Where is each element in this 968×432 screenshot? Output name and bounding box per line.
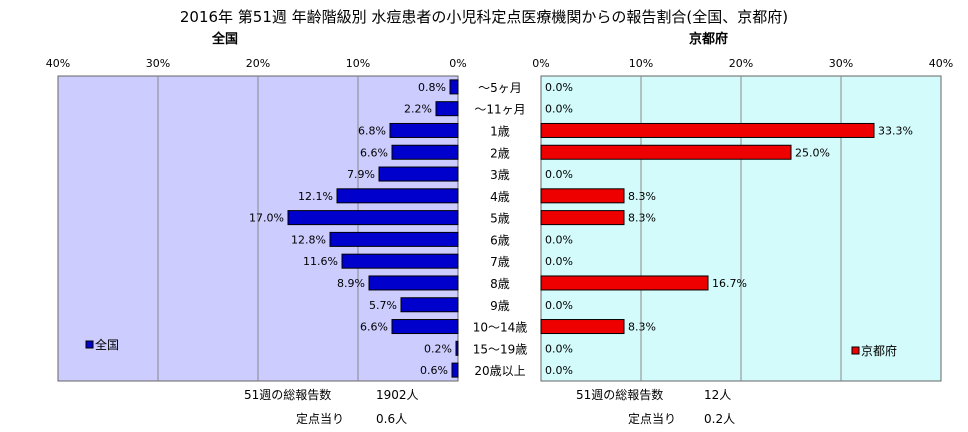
zenkoku-bar — [341, 253, 459, 269]
left-x-tick-label: 0% — [449, 57, 466, 70]
category-label: 10～14歳 — [473, 321, 528, 335]
zenkoku-data-label: 0.8% — [418, 81, 446, 94]
kyoto-data-label: 8.3% — [628, 321, 656, 334]
zenkoku-bar — [455, 340, 459, 356]
right-x-tick-label: 40% — [929, 57, 953, 70]
kyoto-bar — [540, 144, 792, 160]
left-x-tick-label: 40% — [46, 57, 70, 70]
kyoto-data-label: 0.0% — [545, 233, 573, 246]
kyoto-data-label: 8.3% — [628, 212, 656, 225]
kyoto-data-label: 8.3% — [628, 190, 656, 203]
left-x-tick-label: 30% — [146, 57, 170, 70]
category-label: 15～19歳 — [473, 342, 528, 356]
zenkoku-bar — [391, 144, 459, 160]
left-total-value: 1902人 — [376, 388, 419, 402]
right-x-tick-label: 20% — [729, 57, 753, 70]
kyoto-bar — [540, 210, 625, 226]
left-per-value: 0.6人 — [376, 412, 408, 426]
kyoto-bar — [540, 188, 625, 204]
zenkoku-data-label: 6.8% — [358, 124, 386, 137]
kyoto-data-label: 0.0% — [545, 299, 573, 312]
kyoto-data-label: 0.0% — [545, 103, 573, 116]
kyoto-bar — [540, 319, 625, 335]
right-x-tick-label: 30% — [829, 57, 853, 70]
left-total-label: 51週の総報告数 — [244, 388, 332, 402]
category-label: ～11ヶ月 — [474, 103, 525, 117]
kyoto-data-label: 25.0% — [795, 146, 830, 159]
left-x-tick-label: 10% — [346, 57, 370, 70]
zenkoku-data-label: 0.6% — [420, 364, 448, 377]
zenkoku-data-label: 7.9% — [347, 168, 375, 181]
zenkoku-data-label: 6.6% — [360, 146, 388, 159]
zenkoku-bar — [287, 210, 459, 226]
zenkoku-data-label: 11.6% — [303, 255, 338, 268]
right-per-value: 0.2人 — [704, 412, 736, 426]
left-panel-title: 全国 — [212, 32, 239, 47]
kyoto-bar — [540, 122, 875, 138]
zenkoku-bar — [391, 319, 459, 335]
left-per-label: 定点当り — [296, 412, 345, 426]
zenkoku-bar — [336, 188, 459, 204]
zenkoku-legend-label: 全国 — [95, 337, 119, 352]
right-total-value: 12人 — [704, 388, 732, 402]
kyoto-data-label: 0.0% — [545, 342, 573, 355]
category-label: 2歳 — [490, 146, 510, 160]
kyoto-data-label: 33.3% — [878, 124, 913, 137]
zenkoku-bar — [435, 101, 459, 117]
zenkoku-bar — [378, 166, 459, 182]
zenkoku-data-label: 0.2% — [424, 342, 452, 355]
category-label: 1歳 — [490, 124, 510, 138]
right-x-tick-label: 0% — [532, 57, 549, 70]
category-label: 7歳 — [490, 255, 510, 269]
zenkoku-data-label: 2.2% — [404, 103, 432, 116]
left-x-tick-label: 20% — [246, 57, 270, 70]
category-label: 3歳 — [490, 168, 510, 182]
category-label: ～5ヶ月 — [478, 81, 522, 95]
zenkoku-data-label: 12.1% — [298, 190, 333, 203]
category-label: 5歳 — [490, 212, 510, 226]
right-x-tick-label: 10% — [629, 57, 653, 70]
zenkoku-bar — [449, 79, 459, 95]
kyoto-data-label: 0.0% — [545, 364, 573, 377]
right-panel-title: 京都府 — [689, 32, 729, 47]
zenkoku-bar — [400, 297, 459, 313]
zenkoku-data-label: 8.9% — [337, 277, 365, 290]
kyoto-data-label: 0.0% — [545, 81, 573, 94]
zenkoku-data-label: 6.6% — [360, 321, 388, 334]
kyoto-data-label: 16.7% — [712, 277, 747, 290]
chart-title: 2016年 第51週 年齢階級別 水痘患者の小児科定点医療機関からの報告割合(全… — [179, 8, 789, 26]
zenkoku-bar — [368, 275, 459, 291]
category-label: 6歳 — [490, 233, 510, 247]
zenkoku-bar — [329, 231, 459, 247]
zenkoku-data-label: 17.0% — [249, 212, 284, 225]
kyoto-legend-swatch — [851, 346, 860, 355]
zenkoku-bar — [451, 362, 459, 378]
right-total-label: 51週の総報告数 — [576, 388, 664, 402]
zenkoku-data-label: 5.7% — [369, 299, 397, 312]
category-label: 8歳 — [490, 277, 510, 291]
kyoto-legend-label: 京都府 — [861, 343, 897, 358]
category-label: 9歳 — [490, 299, 510, 313]
zenkoku-legend-swatch — [85, 340, 94, 349]
right-per-label: 定点当り — [628, 412, 677, 426]
category-label: 20歳以上 — [474, 364, 525, 378]
kyoto-bar — [540, 275, 709, 291]
zenkoku-data-label: 12.8% — [291, 233, 326, 246]
kyoto-data-label: 0.0% — [545, 168, 573, 181]
kyoto-data-label: 0.0% — [545, 255, 573, 268]
zenkoku-bar — [389, 122, 459, 138]
category-label: 4歳 — [490, 190, 510, 204]
